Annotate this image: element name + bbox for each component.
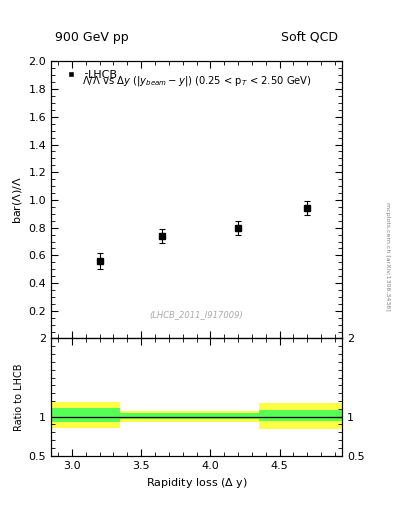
Text: mcplots.cern.ch [arXiv:1306.3436]: mcplots.cern.ch [arXiv:1306.3436] [385,202,389,310]
Text: Soft QCD: Soft QCD [281,31,338,44]
Legend: LHCB: LHCB [57,67,121,83]
Text: 900 GeV pp: 900 GeV pp [55,31,129,44]
Y-axis label: bar($\Lambda$)/$\Lambda$: bar($\Lambda$)/$\Lambda$ [11,176,24,224]
Text: (LHCB_2011_I917009): (LHCB_2011_I917009) [150,310,243,319]
X-axis label: Rapidity loss ($\Delta$ y): Rapidity loss ($\Delta$ y) [145,476,248,490]
Y-axis label: Ratio to LHCB: Ratio to LHCB [15,364,24,431]
Text: $\bar{\Lambda}/\Lambda$ vs $\Delta y$ ($|y_{beam}-y|$) (0.25 < p$_{T}$ < 2.50 Ge: $\bar{\Lambda}/\Lambda$ vs $\Delta y$ ($… [82,73,311,89]
